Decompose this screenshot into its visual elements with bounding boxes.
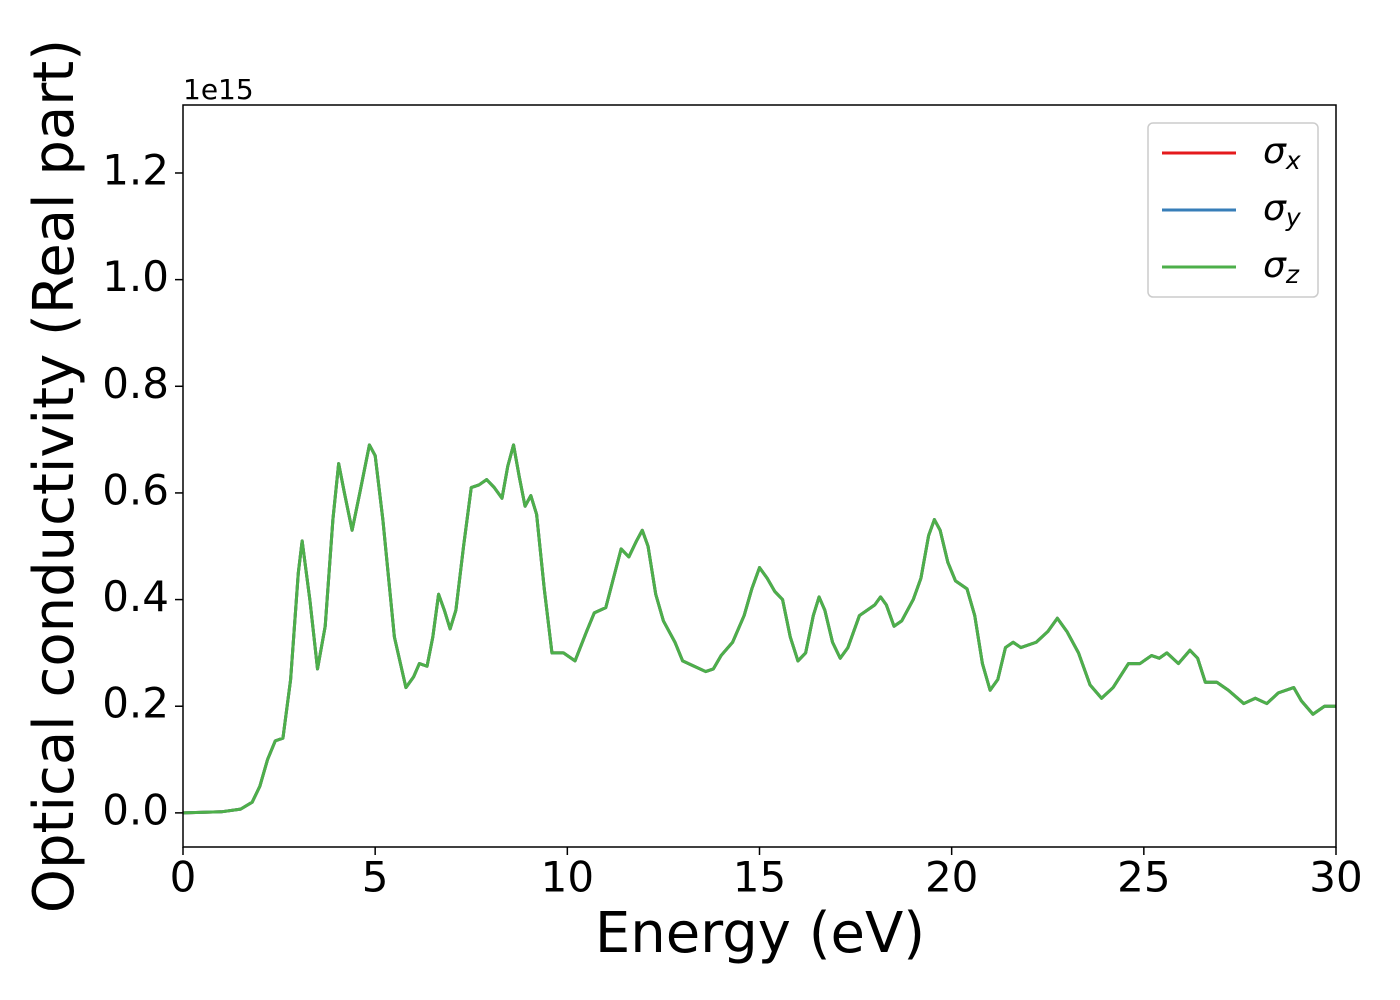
y-axis-label: Optical conductivity (Real part) <box>22 39 87 913</box>
x-tick-label: 30 <box>1309 853 1362 902</box>
x-tick-label: 10 <box>541 853 594 902</box>
y-tick-label: 1.0 <box>102 252 169 301</box>
legend-label: σz <box>1263 245 1300 289</box>
x-tick-label: 20 <box>925 853 978 902</box>
x-tick-label: 15 <box>733 853 786 902</box>
legend-label: σy <box>1263 188 1302 232</box>
y-tick-label: 0.8 <box>102 359 169 408</box>
series-line <box>182 443 1336 815</box>
legend-label: σx <box>1263 131 1301 175</box>
y-tick-label: 0.6 <box>102 465 169 514</box>
x-axis-label: Energy (eV) <box>595 901 925 966</box>
y-tick-label: 0.2 <box>102 679 169 728</box>
series-line <box>182 443 1336 815</box>
series-line <box>182 443 1336 815</box>
y-offset-label: 1e15 <box>183 73 254 106</box>
y-tick-label: 1.2 <box>102 145 169 194</box>
y-tick-label: 0.4 <box>102 572 169 621</box>
x-tick-label: 25 <box>1117 853 1170 902</box>
x-tick-label: 0 <box>170 853 197 902</box>
plot-frame <box>182 104 1337 848</box>
y-tick-label: 0.0 <box>102 785 169 834</box>
x-tick-label: 5 <box>362 853 389 902</box>
